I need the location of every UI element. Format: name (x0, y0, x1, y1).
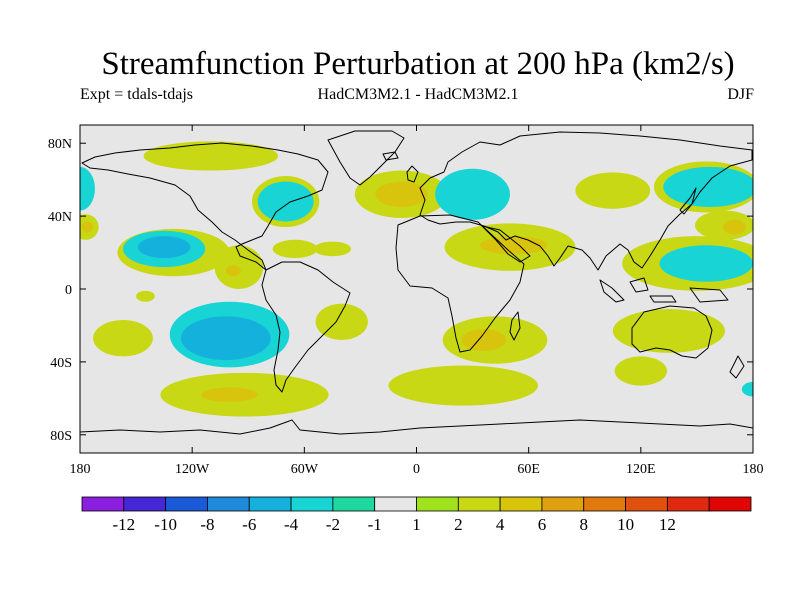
colorbar-label: 6 (538, 515, 547, 534)
anomaly-region-37 (741, 381, 753, 397)
colorbar-label: 4 (496, 515, 505, 534)
colorbar-swatch (248, 496, 292, 512)
anomaly-region-34 (659, 245, 753, 282)
anomaly-region-26 (461, 329, 507, 351)
colorbar-label: 1 (412, 515, 421, 534)
anomaly-region-3 (137, 236, 191, 259)
anomaly-region-9 (214, 245, 264, 289)
latitude-axis: 80N 40N 0 40S 80S (48, 137, 753, 444)
plot-title: Streamfunction Perturbation at 200 hPa (… (101, 46, 735, 82)
colorbar-label: -1 (368, 515, 382, 534)
coast-eurasia (419, 131, 753, 271)
colorbar-label: 2 (454, 515, 463, 534)
coastlines (80, 130, 753, 435)
coast-antarctica (80, 419, 753, 435)
lon-tick-label: 0 (413, 462, 420, 477)
lon-tick-label: 120E (626, 462, 656, 477)
lat-tick-label: 0 (65, 283, 72, 298)
anomaly-region-8 (257, 181, 314, 222)
lat-tick-label: 80N (48, 137, 72, 152)
anomaly-region-16 (93, 319, 153, 357)
anomaly-region-28 (575, 172, 651, 209)
lon-tick-label: 60E (517, 462, 540, 477)
anomaly-region-12 (313, 241, 352, 257)
coast-uk (406, 165, 419, 183)
lat-tick-label: 40N (48, 210, 72, 225)
anomaly-region-13 (136, 290, 155, 302)
colorbar-swatch (625, 496, 668, 512)
coast-japan (679, 187, 697, 215)
colorbar-swatch (207, 496, 250, 512)
anomaly-region-5 (81, 221, 94, 233)
colorbar-swatch (165, 496, 208, 512)
colorbar-swatch (374, 496, 417, 512)
coast-north-america (81, 142, 329, 271)
anomaly-region-0 (80, 166, 95, 211)
colorbar: -12 -10 -8 -6 -4 -2 -1 1 2 4 6 8 10 12 (81, 496, 752, 534)
model-label: HadCM3M2.1 - HadCM3M2.1 (317, 86, 519, 103)
lon-tick-label: 60W (291, 462, 319, 477)
colorbar-swatch (583, 496, 626, 512)
anomaly-region-35 (612, 309, 725, 353)
coast-indonesia (599, 277, 729, 303)
anomaly-contours (80, 141, 753, 417)
colorbar-swatch (499, 496, 543, 512)
lat-tick-label: 80S (50, 429, 72, 444)
colorbar-swatch (666, 496, 710, 512)
colorbar-label: -4 (284, 515, 299, 534)
lon-tick-label: 120W (175, 462, 210, 477)
coast-madagascar (509, 311, 521, 341)
colorbar-swatch (708, 496, 752, 512)
anomaly-region-19 (315, 303, 368, 341)
colorbar-swatch (290, 496, 334, 512)
colorbar-swatch (81, 496, 125, 512)
anomaly-region-21 (375, 181, 428, 207)
coast-new-zealand (729, 355, 745, 379)
colorbar-label: 10 (617, 515, 634, 534)
colorbar-swatch (541, 496, 585, 512)
coast-australia (631, 305, 713, 359)
anomaly-region-6 (143, 141, 279, 171)
experiment-label: Expt = tdals-tdajs (80, 86, 194, 103)
anomaly-region-36 (614, 356, 668, 386)
lon-tick-label: 180 (70, 462, 91, 477)
colorbar-label: -2 (326, 515, 340, 534)
coast-south-america (261, 261, 351, 393)
anomaly-region-30 (663, 166, 753, 207)
longitude-axis: 180 120W 60W 0 60E 120E 180 (70, 125, 764, 477)
colorbar-swatch (332, 496, 376, 512)
anomaly-region-15 (180, 316, 271, 361)
colorbar-label: 8 (580, 515, 589, 534)
colorbar-swatch (416, 496, 459, 512)
anomaly-region-22 (435, 168, 510, 220)
anomaly-region-10 (225, 265, 241, 277)
anomaly-region-24 (480, 236, 548, 255)
colorbar-label: -6 (242, 515, 256, 534)
coast-arabia (481, 225, 531, 263)
coast-iceland (382, 151, 399, 161)
lon-tick-label: 180 (743, 462, 764, 477)
colorbar-swatch (457, 496, 501, 512)
anomaly-region-27 (388, 365, 539, 406)
colorbar-label: -8 (200, 515, 214, 534)
anomaly-region-32 (723, 219, 746, 235)
anomaly-region-18 (201, 387, 258, 402)
colorbar-swatch (123, 496, 167, 512)
colorbar-label: -10 (154, 515, 177, 534)
coast-greenland (327, 130, 405, 186)
colorbar-label: 12 (659, 515, 676, 534)
season-label: DJF (727, 86, 754, 103)
lat-tick-label: 40S (50, 356, 72, 371)
colorbar-label: -12 (112, 515, 135, 534)
anomaly-region-11 (272, 239, 318, 259)
